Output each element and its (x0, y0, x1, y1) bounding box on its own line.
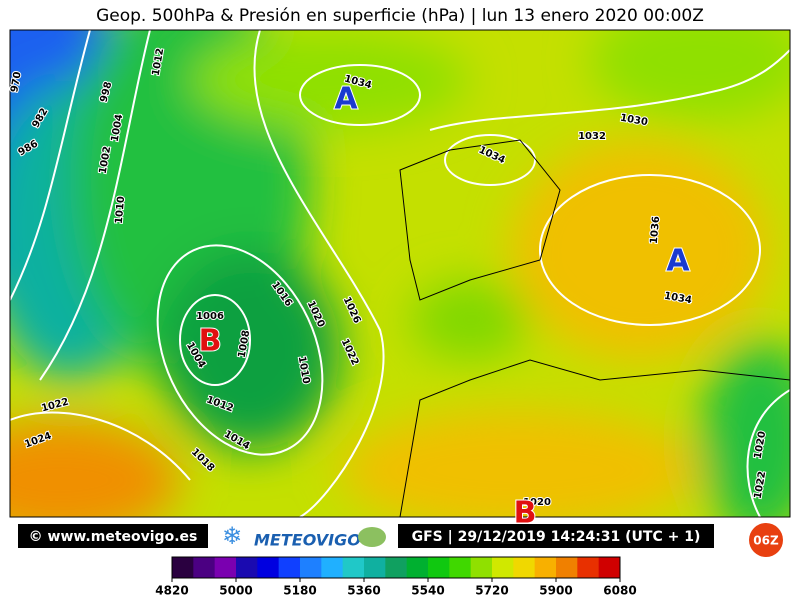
colorbar-segment (300, 557, 322, 578)
isobar (179, 294, 251, 386)
colorbar-frame (171, 556, 621, 579)
badge-text: 06Z (753, 534, 779, 548)
run-text: GFS | 29/12/2019 14:24:31 (UTC + 1) (412, 529, 701, 545)
run-box (398, 524, 714, 548)
colorbar-segment (577, 557, 600, 578)
map-frame (9, 29, 791, 518)
colorbar-segment (556, 557, 578, 578)
colorbar-tick-label: 5720 (475, 584, 508, 598)
isobar (299, 64, 421, 126)
colorbar-segment (513, 557, 536, 578)
badge (749, 523, 783, 557)
colorbar-tick-label: 5540 (411, 584, 444, 598)
pressure-center: A (334, 82, 358, 117)
leaf-icon (358, 527, 386, 547)
coastline (399, 359, 790, 517)
colorbar-segment (470, 557, 493, 578)
colorbar-tick-label: 4820 (155, 584, 188, 598)
colorbar-segment (385, 557, 408, 578)
colorbar-segment (449, 557, 472, 578)
colorbar-segment (257, 557, 280, 578)
colorbar-segment (598, 557, 621, 578)
pressure-center: A (666, 244, 690, 279)
title: Geop. 500hPa & Presión en superficie (hP… (96, 6, 704, 26)
coastline (399, 139, 561, 301)
site-text: © www.meteovigo.es (29, 529, 198, 545)
colorbar-segment (172, 557, 194, 578)
isobar (156, 244, 324, 456)
colorbar-segment (214, 557, 237, 578)
pressure-center: B (199, 324, 222, 359)
isobar-label: 970 (9, 71, 23, 94)
colorbar-segment (534, 557, 557, 578)
colorbar: 4820 5000 5180 5360 5540 5720 5900 6080 (155, 556, 637, 598)
site-box (18, 524, 208, 548)
map-area (10, 30, 790, 517)
logo-text: METEOVIGO (254, 531, 361, 550)
isobar-label: 1032 (578, 131, 606, 142)
isobar (746, 389, 790, 517)
isobar (10, 30, 91, 301)
isobar-label: 1020 (523, 497, 551, 508)
colorbar-tick-label: 5180 (283, 584, 316, 598)
colorbar-segment (278, 557, 301, 578)
colorbar-segment (406, 557, 429, 578)
isobar (10, 411, 191, 481)
colorbar-segment (193, 557, 216, 578)
colorbar-tick-label: 5000 (219, 584, 252, 598)
colorbar-tick-label: 5900 (539, 584, 572, 598)
colorbar-segment (321, 557, 344, 578)
isobar-label: 1010 (114, 196, 127, 225)
colorbar-segment (342, 557, 365, 578)
isobar (444, 134, 536, 186)
colorbar-segment (236, 557, 258, 578)
isobar (253, 30, 385, 517)
colorbar-tick-label: 5360 (347, 584, 380, 598)
snowflake-icon: ❄ (222, 522, 242, 550)
colorbar-segment (492, 557, 514, 578)
isobar-label: 1036 (649, 216, 662, 245)
colorbar-segment (428, 557, 450, 578)
isobar (39, 30, 151, 381)
isobar (429, 49, 790, 131)
colorbar-segment (364, 557, 386, 578)
colorbar-tick-label: 6080 (603, 584, 636, 598)
isobar-label: 1006 (196, 311, 224, 322)
isobar (539, 174, 761, 326)
